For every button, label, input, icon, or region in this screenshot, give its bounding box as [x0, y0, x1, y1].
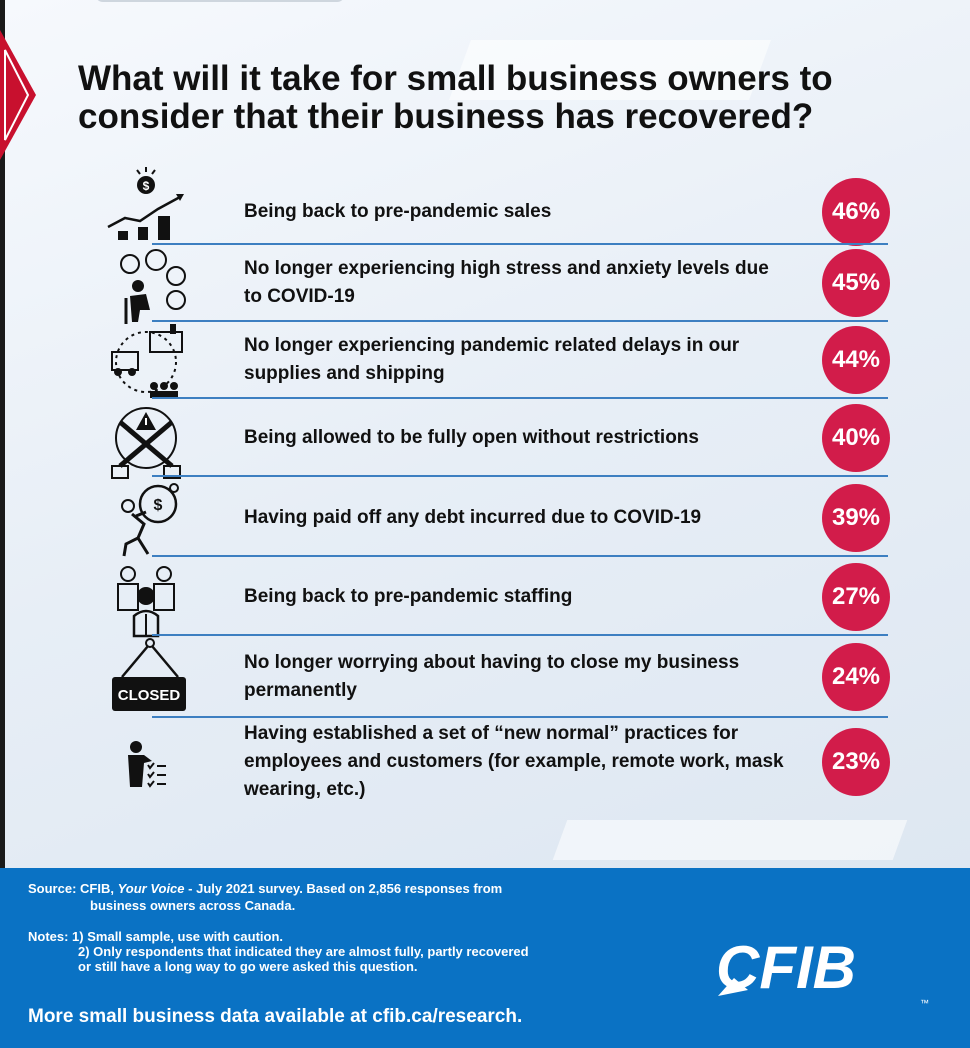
supply-chain-icon: [100, 322, 192, 402]
svg-text:$: $: [154, 497, 163, 514]
more-data-link[interactable]: More small business data available at cf…: [28, 1006, 523, 1027]
source-prefix: Source: CFIB,: [28, 881, 118, 896]
row-value-badge: 27%: [822, 563, 890, 631]
row-value-badge: 40%: [822, 404, 890, 472]
row-divider: [152, 475, 888, 477]
row-divider: [152, 397, 888, 399]
row-label: No longer experiencing pandemic related …: [244, 335, 740, 384]
svg-text:CLOSED: CLOSED: [118, 687, 181, 704]
footer: Source: CFIB, Your Voice - July 2021 sur…: [0, 868, 970, 1048]
row-value-badge: 39%: [822, 484, 890, 552]
row-divider: [152, 716, 888, 718]
row-label: Being back to pre-pandemic staffing: [244, 586, 573, 607]
staff-team-icon: [100, 560, 192, 640]
bg-decoration: [552, 820, 908, 860]
row-label: Having paid off any debt incurred due to…: [244, 507, 702, 528]
notes-line1: Notes: 1) Small sample, use with caution…: [28, 929, 284, 944]
debt-burden-icon: $: [100, 482, 192, 562]
source-line2: business owners across Canada.: [90, 898, 296, 913]
source-survey-name: Your Voice: [117, 881, 185, 896]
row-label: Being back to pre-pandemic sales: [244, 201, 552, 222]
cfib-logo: CFIB ™: [716, 934, 929, 1008]
notes-line3: or still have a long way to go were aske…: [78, 959, 418, 974]
row-divider: [152, 555, 888, 557]
row-value-badge: 24%: [822, 643, 890, 711]
row-label: Being allowed to be fully open without r…: [244, 427, 699, 448]
stressed-person-icon: [100, 248, 192, 328]
row-value-badge: 23%: [822, 728, 890, 796]
source-rest: - July 2021 survey. Based on 2,856 respo…: [184, 881, 503, 896]
row-divider: [152, 634, 888, 636]
row-value-badge: 45%: [822, 249, 890, 317]
page-title: What will it take for small business own…: [78, 59, 833, 136]
row-label: No longer worrying about having to close…: [244, 652, 740, 701]
sales-growth-icon: $: [100, 163, 192, 243]
row-label: No longer experiencing high stress and a…: [244, 258, 769, 307]
source-note: Source: CFIB, Your Voice - July 2021 sur…: [28, 880, 628, 914]
top-decoration: [95, 0, 345, 2]
row-divider: [152, 243, 888, 245]
logo-text: CFIB: [716, 934, 856, 1001]
restriction-warning-icon: [100, 404, 192, 484]
notes-line2: 2) Only respondents that indicated they …: [78, 944, 529, 959]
red-arrow-icon: [0, 30, 36, 160]
notes: Notes: 1) Small sample, use with caution…: [28, 929, 648, 974]
row-divider: [152, 320, 888, 322]
logo-trademark: ™: [920, 998, 929, 1008]
row-value-badge: 44%: [822, 326, 890, 394]
svg-text:$: $: [143, 179, 150, 193]
closed-sign-icon: CLOSED: [100, 637, 192, 717]
row-value-badge: 46%: [822, 178, 890, 246]
row-label: Having established a set of “new normal”…: [244, 723, 784, 800]
left-edge-bar: [0, 0, 5, 1048]
practices-checklist-icon: [100, 727, 192, 807]
